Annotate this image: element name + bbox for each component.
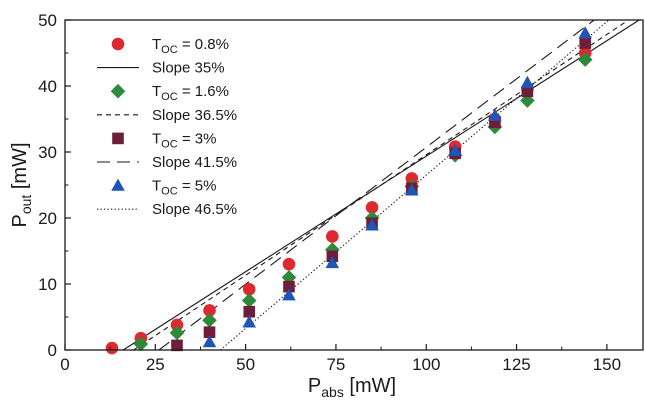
data-point-series-4: [365, 218, 379, 231]
data-point-series-4: [488, 108, 502, 121]
data-point-series-2: [577, 52, 593, 67]
legend-label-series-4: TOC = 5%: [152, 178, 216, 198]
data-point-series-3: [283, 280, 295, 293]
data-point-series-2: [133, 336, 149, 352]
x-tick-label: 0: [60, 355, 69, 374]
data-point-series-1: [242, 282, 256, 296]
data-point-series-2: [241, 293, 257, 308]
legend: TOC = 0.8% Slope 35% TOC = 1.6% Slope 36.5%…: [97, 36, 237, 218]
x-tick-label: 100: [412, 355, 440, 374]
legend-label-series-2: TOC = 1.6%: [152, 83, 229, 103]
x-tick-label: 75: [326, 355, 345, 374]
y-tick-label: 10: [38, 275, 57, 294]
data-point-series-4: [202, 335, 217, 348]
y-axis-title: Pout [mW]: [9, 142, 34, 227]
data-point-series-3: [579, 37, 591, 49]
legend-label-fit-3: Slope 41.5%: [152, 154, 237, 171]
legend-label-fit-2: Slope 36.5%: [152, 107, 237, 124]
data-point-series-1: [405, 172, 419, 185]
fit-lines: [122, 20, 641, 350]
data-point-series-4: [448, 143, 462, 156]
legend-marker-series-2: [110, 83, 126, 99]
legend-marker-series-4: [111, 178, 125, 191]
data-point-series-1: [105, 341, 119, 355]
data-point-series-4: [520, 75, 535, 88]
x-axis-title: Pabs [mW]: [308, 375, 396, 400]
axis-ticks: 0 25 50 75 100 125 150 0 10 20 30 40 50: [38, 11, 621, 374]
y-tick-label: 0: [48, 341, 57, 360]
legend-label-series-1: TOC = 0.8%: [152, 36, 229, 56]
data-point-series-4: [405, 183, 419, 196]
fit-line-3: [158, 20, 596, 350]
data-point-series-2: [169, 325, 185, 341]
data-point-series-3: [203, 326, 216, 338]
data-point-series-3: [243, 305, 256, 318]
legend-label-fit-4: Slope 46.5%: [152, 201, 237, 218]
data-point-series-2: [281, 270, 297, 285]
y-tick-label: 50: [38, 11, 57, 30]
data-points: [105, 26, 593, 355]
data-point-series-4: [578, 26, 592, 39]
x-tick-label: 25: [146, 355, 165, 374]
y-tick-label: 20: [38, 209, 57, 228]
x-tick-label: 50: [236, 355, 255, 374]
y-tick-label: 40: [38, 77, 57, 96]
x-tick-label: 150: [593, 355, 621, 374]
data-point-series-1: [170, 318, 184, 332]
legend-marker-series-3: [112, 132, 124, 145]
y-tick-label: 30: [38, 143, 57, 162]
fit-line-2: [133, 20, 630, 350]
data-point-series-4: [282, 288, 296, 301]
data-point-series-2: [325, 242, 340, 257]
data-point-series-2: [202, 313, 217, 328]
data-point-series-1: [203, 304, 216, 317]
data-point-series-4: [325, 255, 340, 269]
data-point-series-1: [326, 230, 339, 243]
data-point-series-3: [171, 339, 183, 352]
legend-marker-series-1: [111, 37, 125, 51]
legend-label-series-3: TOC = 3%: [152, 130, 216, 150]
x-tick-label: 125: [502, 355, 530, 374]
data-point-series-3: [489, 116, 501, 129]
data-point-series-3: [521, 85, 534, 98]
data-point-series-4: [242, 315, 257, 328]
data-point-series-1: [282, 257, 296, 271]
data-point-series-1: [365, 201, 379, 214]
legend-label-fit-1: Slope 35%: [152, 60, 225, 77]
